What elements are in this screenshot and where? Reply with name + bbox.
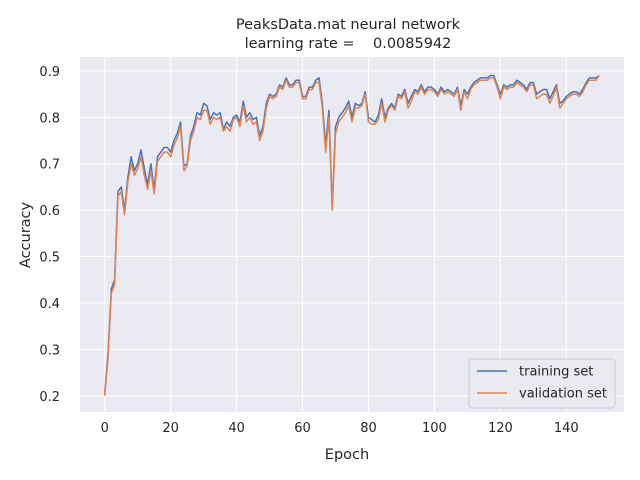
- y-tick-label: 0.7: [39, 158, 60, 173]
- chart-title-line-1: PeaksData.mat neural network: [236, 17, 461, 33]
- legend-label-validation: validation set: [519, 387, 607, 402]
- y-tick-label: 0.4: [39, 297, 60, 312]
- x-tick-label: 0: [101, 421, 109, 436]
- validation-set-line: [103, 75, 600, 396]
- y-tick-label: 0.6: [39, 204, 60, 219]
- chart-title-line-2: learning rate = 0.0085942: [245, 36, 452, 52]
- x-tick-label: 60: [294, 421, 311, 436]
- y-tick-label: 0.5: [39, 251, 60, 266]
- y-axis-ticks: 0.2 0.3 0.4 0.5 0.6 0.7 0.8 0.9: [39, 65, 60, 405]
- x-tick-label: 140: [554, 421, 579, 436]
- x-tick-label: 80: [360, 421, 377, 436]
- x-tick-label: 20: [162, 421, 179, 436]
- y-tick-label: 0.3: [39, 343, 60, 358]
- y-tick-label: 0.8: [39, 111, 60, 126]
- legend: training set validation set: [468, 358, 616, 409]
- y-axis-label: Accuracy: [18, 201, 34, 268]
- x-axis-ticks: 0 20 40 60 80 100 120 140: [101, 421, 579, 436]
- series-lines: [103, 74, 600, 396]
- x-tick-label: 40: [228, 421, 245, 436]
- y-tick-label: 0.2: [39, 390, 60, 405]
- x-tick-label: 120: [488, 421, 513, 436]
- legend-label-training: training set: [519, 365, 593, 380]
- y-tick-label: 0.9: [39, 65, 60, 80]
- x-tick-label: 100: [422, 421, 447, 436]
- x-axis-label: Epoch: [325, 447, 369, 463]
